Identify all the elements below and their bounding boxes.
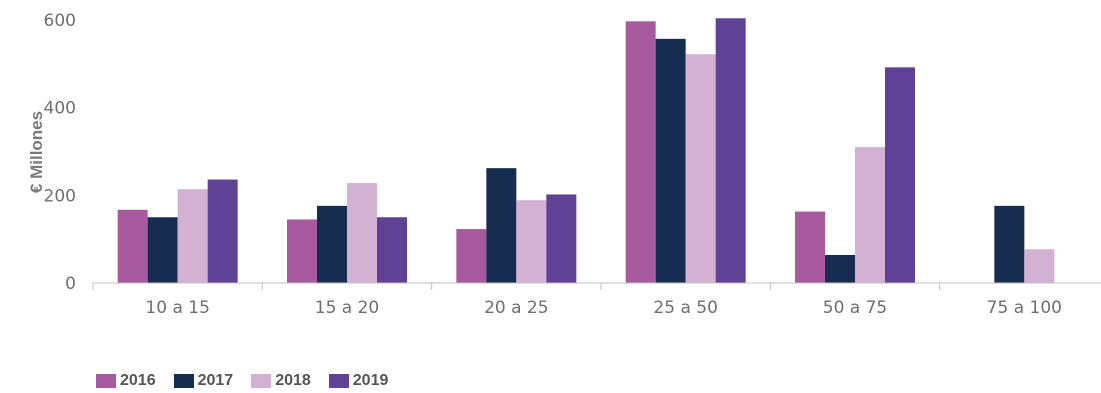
legend-item-2018: 2018	[251, 372, 311, 390]
y-tick-label: 0	[65, 274, 76, 294]
legend-swatch	[251, 374, 272, 388]
x-tick-label: 75 a 100	[987, 298, 1062, 318]
legend-swatch	[96, 374, 116, 388]
bar-2019-2	[546, 194, 577, 283]
bar-2018-3	[685, 54, 716, 283]
bar-2018-2	[516, 200, 547, 283]
legend-swatch	[173, 374, 194, 388]
legend: 2016 2017 2018 2019	[96, 372, 388, 390]
bar-2017-4	[825, 254, 855, 283]
bar-2018-0	[177, 189, 208, 283]
legend-item-2017: 2017	[173, 372, 234, 390]
bar-2019-1	[377, 217, 407, 283]
y-axis-ticks: 0 200 400 600	[44, 11, 76, 294]
bar-2018-1	[347, 183, 377, 283]
bars	[117, 18, 1055, 284]
bar-2018-5	[1024, 249, 1055, 283]
y-tick-label: 400	[44, 99, 76, 119]
x-tick-label: 25 a 50	[653, 298, 718, 318]
bar-2016-2	[456, 229, 487, 283]
x-tick-label: 10 a 15	[145, 298, 210, 318]
bar-2017-2	[486, 168, 517, 283]
bar-2019-4	[885, 67, 915, 283]
bar-2016-1	[287, 219, 317, 283]
bar-2018-4	[855, 147, 885, 283]
legend-label: 2016	[120, 372, 156, 389]
legend-label: 2018	[275, 372, 311, 389]
legend-swatch	[328, 374, 349, 388]
bar-2019-0	[207, 179, 238, 283]
bar-2016-0	[117, 209, 148, 283]
y-tick-label: 200	[44, 186, 76, 206]
legend-label: 2017	[197, 372, 234, 389]
bar-2017-3	[655, 38, 686, 284]
y-tick-label: 600	[44, 11, 76, 31]
x-tick-label: 15 a 20	[315, 298, 380, 318]
bar-2016-3	[625, 21, 656, 283]
legend-item-2016: 2016	[96, 372, 156, 390]
x-tick-label: 50 a 75	[823, 298, 888, 318]
bar-2017-1	[317, 205, 347, 283]
bar-2017-0	[147, 217, 178, 283]
bar-2017-5	[994, 205, 1025, 283]
x-tick-label: 20 a 25	[484, 298, 549, 318]
bar-2019-3	[715, 18, 746, 283]
legend-item-2019: 2019	[328, 372, 389, 390]
bar-2016-4	[795, 211, 825, 283]
legend-label: 2019	[352, 372, 389, 389]
x-axis: 10 a 15 15 a 20 20 a 25 25 a 50 50 a 75 75 a …	[92, 282, 1101, 318]
y-axis-label: € Millones	[27, 111, 46, 193]
